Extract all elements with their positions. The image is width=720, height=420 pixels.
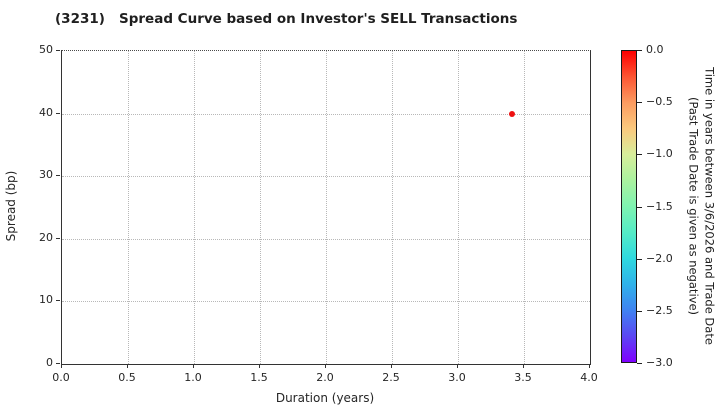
y-axis-label: Spread (bp) (4, 170, 18, 242)
colorbar-tick-label: −2.5 (646, 303, 673, 317)
y-tick-mark (56, 237, 60, 239)
plot-area (61, 50, 591, 365)
colorbar (621, 50, 637, 363)
x-gridline (128, 51, 129, 364)
y-tick-mark (56, 300, 60, 302)
x-tick-label: 3.5 (514, 371, 532, 384)
x-gridline (260, 51, 261, 364)
y-tick-label: 0 (46, 356, 53, 369)
x-tick-label: 2.5 (382, 371, 400, 384)
y-gridline (62, 113, 590, 115)
colorbar-tick-mark (637, 310, 642, 312)
y-gridline (62, 301, 590, 303)
y-tick-label: 10 (39, 293, 53, 307)
colorbar-tick-label: −1.0 (646, 147, 673, 161)
y-gridline (62, 238, 590, 240)
y-tick-label: 50 (39, 43, 53, 56)
x-gridline (524, 51, 525, 364)
x-tick-label: 1.0 (184, 371, 202, 384)
x-tick-mark (325, 364, 326, 368)
colorbar-tick-mark (637, 258, 642, 260)
colorbar-label-line2: (Past Trade Date is given as negative) (686, 96, 700, 316)
x-tick-mark (259, 364, 260, 368)
x-tick-label: 0.0 (52, 371, 70, 384)
x-tick-label: 2.0 (316, 371, 334, 384)
x-gridline (194, 51, 195, 364)
colorbar-tick-label: −3.0 (646, 356, 673, 369)
y-gridline (62, 176, 590, 178)
y-tick-label: 40 (39, 105, 53, 119)
y-tick-mark (56, 112, 60, 114)
x-tick-mark (127, 364, 128, 368)
x-tick-mark (61, 364, 62, 368)
x-tick-label: 0.5 (118, 371, 136, 384)
x-tick-mark (193, 364, 194, 368)
x-gridline (458, 51, 459, 364)
x-gridline (326, 51, 327, 364)
y-tick-mark (56, 175, 60, 177)
y-tick-mark (56, 363, 60, 364)
colorbar-tick-mark (637, 363, 642, 364)
colorbar-tick-label: −0.5 (646, 95, 673, 109)
colorbar-tick-label: −2.0 (646, 251, 673, 265)
colorbar-tick-mark (637, 206, 642, 208)
x-axis-label: Duration (years) (275, 391, 375, 405)
colorbar-tick-mark (637, 154, 642, 156)
x-tick-mark (457, 364, 458, 368)
x-tick-label: 4.0 (580, 371, 598, 384)
x-tick-label: 3.0 (448, 371, 466, 384)
y-tick-label: 30 (39, 168, 53, 182)
colorbar-tick-label: 0.0 (646, 43, 664, 56)
x-tick-mark (523, 364, 524, 368)
x-tick-mark (589, 364, 590, 368)
colorbar-label-line1: Time in years between 3/6/2026 and Trade… (702, 67, 717, 345)
y-tick-mark (56, 50, 60, 51)
colorbar-label: Time in years between 3/6/2026 and Trade… (685, 67, 718, 345)
x-tick-label: 1.5 (250, 371, 268, 384)
colorbar-tick-label: −1.5 (646, 199, 673, 213)
chart-title: (3231) Spread Curve based on Investor's … (55, 11, 518, 27)
scatter-point (509, 110, 516, 117)
colorbar-tick-mark (637, 50, 642, 51)
x-gridline (392, 51, 393, 364)
colorbar-tick-mark (637, 102, 642, 104)
x-tick-mark (391, 364, 392, 368)
y-tick-label: 20 (39, 230, 53, 244)
